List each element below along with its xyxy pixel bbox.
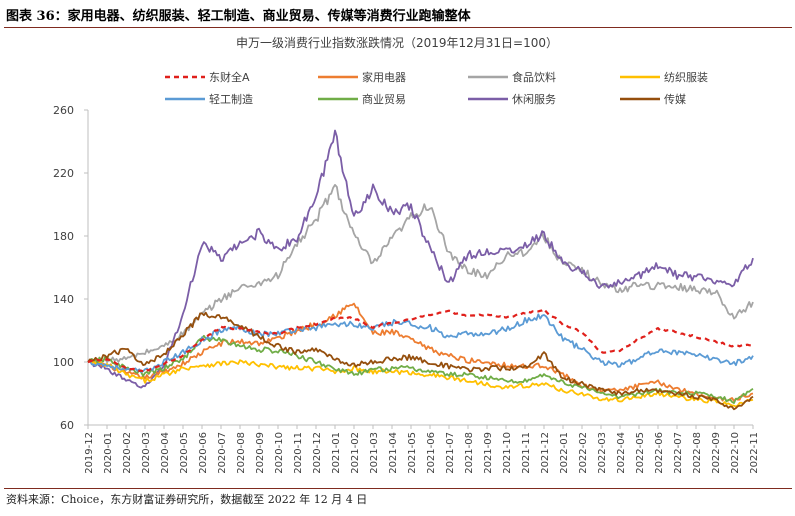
series-line-6 (87, 334, 754, 404)
legend-label-2: 家用电器 (362, 70, 406, 84)
figure-title: 图表 36：家用电器、纺织服装、轻工制造、商业贸易、传媒等消费行业跑输整体 (6, 9, 471, 24)
line-chart: 申万一级消费行业指数涨跌情况（2019年12月31日=100） 东财全A 家用电器… (53, 35, 760, 474)
series-line-8 (87, 311, 754, 411)
legend-label-3: 食品饮料 (512, 70, 556, 84)
x-tick-label: 2022-04 (616, 432, 627, 474)
series-line-4 (87, 359, 754, 408)
x-tick-label: 2022-05 (635, 432, 646, 474)
bottom-rule (4, 488, 792, 489)
x-tick-label: 2020-01 (103, 432, 114, 474)
legend-label-1: 东财全A (209, 70, 250, 84)
x-tick-label: 2021-04 (388, 432, 399, 474)
series-line-1 (87, 308, 754, 373)
x-tick-label: 2020-11 (293, 432, 304, 474)
x-tick-label: 2021-09 (483, 432, 494, 474)
legend-label-8: 传媒 (664, 93, 686, 106)
x-tick-label: 2022-03 (597, 432, 608, 474)
x-tick-label: 2021-05 (407, 432, 418, 474)
x-tick-label: 2021-12 (540, 432, 551, 474)
figure-source: 资料来源：Choice，东方财富证券研究所，数据截至 2022 年 12 月 4… (6, 493, 368, 506)
series-line-3 (87, 184, 754, 365)
y-tick-label: 60 (60, 419, 74, 432)
x-tick-label: 2020-08 (236, 432, 247, 474)
x-tick-label: 2021-06 (426, 432, 437, 474)
series-line-7 (87, 129, 754, 389)
x-tick-label: 2022-02 (578, 432, 589, 474)
x-tick-label: 2021-02 (350, 432, 361, 474)
x-tick-label: 2019-12 (84, 432, 95, 474)
x-tick-label: 2020-05 (179, 432, 190, 474)
x-tick-label: 2021-01 (331, 432, 342, 474)
x-tick-label: 2020-03 (141, 432, 152, 474)
y-tick-label: 100 (53, 356, 74, 369)
legend-label-5: 轻工制造 (209, 92, 253, 106)
top-rule (4, 27, 792, 28)
y-tick-label: 140 (53, 293, 74, 306)
legend-label-7: 休闲服务 (512, 92, 556, 106)
x-tick-label: 2022-06 (654, 432, 665, 474)
legend-label-4: 纺织服装 (664, 70, 708, 84)
x-tick-label: 2020-07 (217, 432, 228, 474)
x-tick-label: 2022-07 (673, 432, 684, 474)
x-tick-label: 2020-10 (274, 432, 285, 474)
x-tick-label: 2021-10 (502, 432, 513, 474)
chart-title: 申万一级消费行业指数涨跌情况（2019年12月31日=100） (236, 35, 558, 50)
x-tick-label: 2020-09 (255, 432, 266, 474)
x-tick-label: 2020-06 (198, 432, 209, 474)
x-tick-label: 2022-08 (692, 432, 703, 474)
x-tick-label: 2021-08 (464, 432, 475, 474)
x-tick-label: 2021-07 (445, 432, 456, 474)
axes: 60 100 140 180 220 260 2019-12 2020-01 2020-02 20… (53, 104, 760, 474)
x-tick-label: 2022-10 (730, 432, 741, 474)
x-tick-label: 2021-11 (521, 432, 532, 474)
series-line-2 (87, 302, 754, 402)
series-line-5 (87, 313, 754, 373)
x-tick-label: 2022-09 (711, 432, 722, 474)
legend-label-6: 商业贸易 (362, 92, 406, 106)
figure-header: 图表 36：家用电器、纺织服装、轻工制造、商业贸易、传媒等消费行业跑输整体 (0, 0, 795, 28)
x-tick-label: 2020-12 (312, 432, 323, 474)
x-tick-label: 2022-11 (749, 432, 760, 474)
y-tick-label: 180 (53, 230, 74, 243)
y-tick-label: 260 (53, 104, 74, 117)
chart-area: 申万一级消费行业指数涨跌情况（2019年12月31日=100） 东财全A 家用电器… (0, 30, 795, 485)
y-tick-label: 220 (53, 167, 74, 180)
series-layer (87, 129, 754, 411)
x-tick-label: 2020-04 (160, 432, 171, 474)
x-tick-label: 2020-02 (122, 432, 133, 474)
x-tick-label: 2021-03 (369, 432, 380, 474)
x-tick-label: 2022-01 (559, 432, 570, 474)
